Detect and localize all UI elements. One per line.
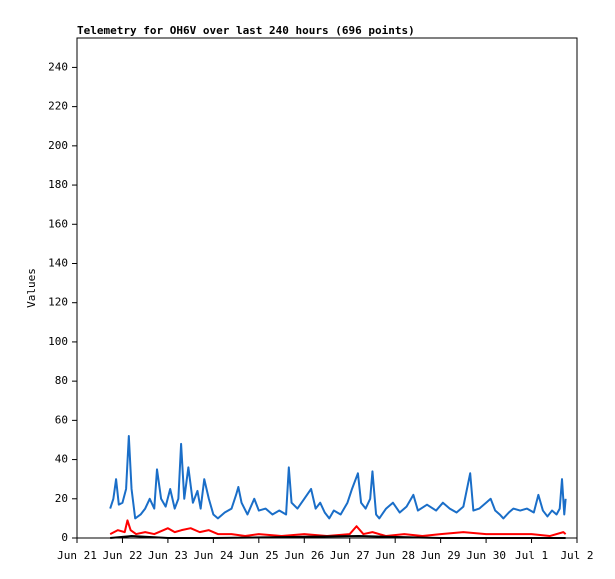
y-tick-label: 240 bbox=[48, 60, 68, 73]
y-tick-label: 80 bbox=[55, 374, 68, 387]
series-line bbox=[110, 535, 566, 539]
chart-title: Telemetry for OH6V over last 240 hours (… bbox=[77, 24, 415, 37]
x-tick-label: Jul 1 bbox=[515, 549, 548, 562]
y-tick-label: 120 bbox=[48, 296, 68, 309]
y-tick-label: 200 bbox=[48, 139, 68, 152]
x-tick-label: Jun 21 bbox=[57, 549, 97, 562]
x-tick-label: Jun 30 bbox=[466, 549, 506, 562]
y-tick-label: 40 bbox=[55, 453, 68, 466]
series-line bbox=[109, 519, 567, 538]
y-tick-label: 100 bbox=[48, 335, 68, 348]
y-tick-label: 220 bbox=[48, 100, 68, 113]
x-tick-label: Jun 28 bbox=[375, 549, 415, 562]
series-line bbox=[109, 435, 567, 520]
y-tick-label: 160 bbox=[48, 217, 68, 230]
y-tick-label: 0 bbox=[61, 531, 68, 544]
plot-frame bbox=[76, 37, 578, 539]
x-tick-label: Jun 24 bbox=[193, 549, 233, 562]
x-tick-label: Jun 22 bbox=[103, 549, 143, 562]
y-tick-label: 180 bbox=[48, 178, 68, 191]
x-tick-label: Jun 27 bbox=[330, 549, 370, 562]
y-tick-label: 20 bbox=[55, 492, 68, 505]
y-tick-label: 60 bbox=[55, 413, 68, 426]
x-tick-label: Jun 23 bbox=[148, 549, 188, 562]
y-tick-label: 140 bbox=[48, 256, 68, 269]
x-tick-label: Jun 26 bbox=[284, 549, 324, 562]
y-axis-label: Values bbox=[25, 268, 38, 308]
x-tick-label: Jul 2 bbox=[560, 549, 593, 562]
x-tick-label: Jun 25 bbox=[239, 549, 279, 562]
x-tick-label: Jun 29 bbox=[421, 549, 461, 562]
